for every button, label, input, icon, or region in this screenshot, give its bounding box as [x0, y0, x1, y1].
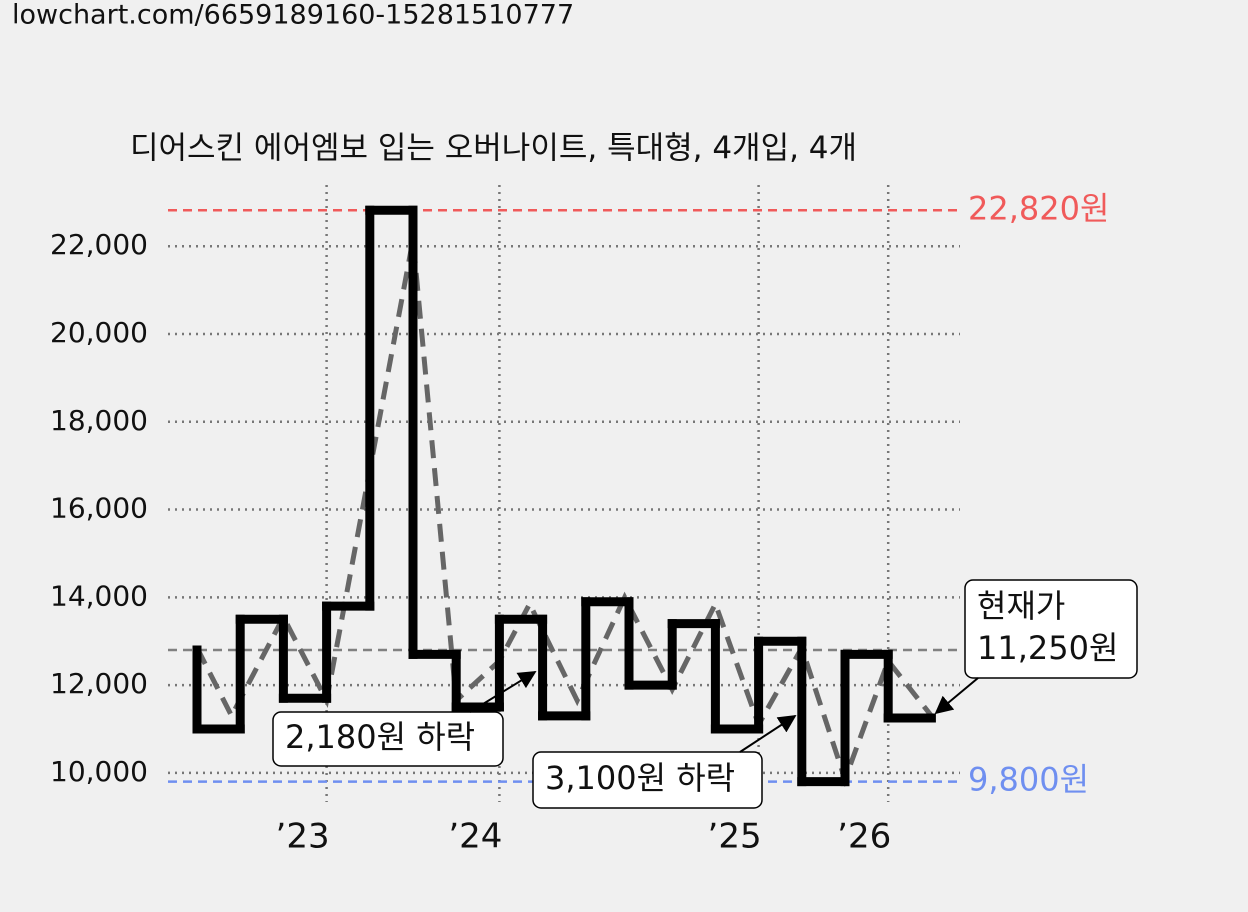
annotation-box [532, 751, 763, 809]
x-tick-label: ’25 [708, 817, 762, 857]
annotation-text: 2,180원 하락 [285, 718, 475, 756]
y-tick-label: 14,000 [50, 579, 148, 612]
y-tick-label: 16,000 [50, 492, 148, 525]
y-tick-label: 20,000 [50, 316, 148, 349]
annotation-text: 11,250원 [977, 629, 1118, 667]
annotation-arrow [934, 677, 979, 715]
y-tick-label: 12,000 [50, 667, 148, 700]
reference-label: 9,800원 [968, 761, 1089, 799]
annotation-text: 현재가 [977, 587, 1065, 625]
y-tick-label: 18,000 [50, 404, 148, 437]
chart-title: 디어스킨 에어엠보 입는 오버나이트, 특대형, 4개입, 4개 [130, 131, 857, 167]
header-url: lowchart.com/6659189160-15281510777 [12, 0, 574, 31]
annotation-box [272, 711, 504, 767]
x-tick-label: ’26 [837, 817, 891, 857]
x-tick-label: ’24 [448, 817, 502, 857]
y-tick-label: 22,000 [50, 228, 148, 261]
annotation-box [964, 579, 1138, 679]
annotation-arrow [469, 671, 537, 713]
y-tick-label: 10,000 [50, 755, 148, 788]
x-tick-label: ’23 [276, 817, 330, 857]
annotation-text: 3,100원 하락 [545, 759, 735, 797]
trend-line [194, 239, 934, 788]
reference-label: 22,820원 [968, 189, 1109, 227]
annotation-arrow [739, 715, 797, 753]
